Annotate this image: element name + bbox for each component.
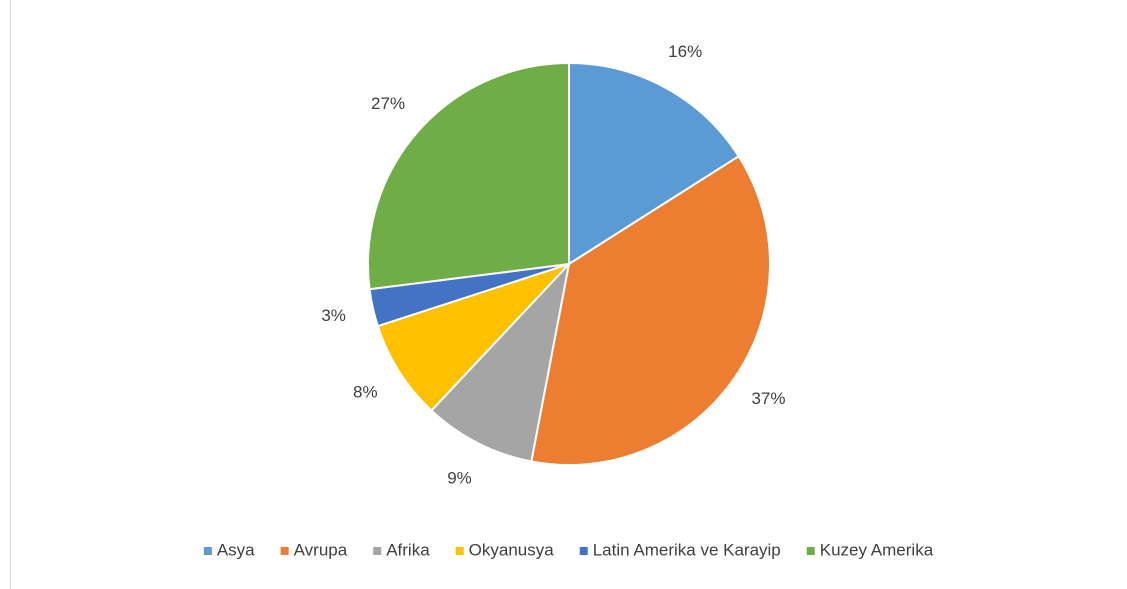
pie-slice: [376, 263, 570, 412]
legend-swatch: [373, 547, 382, 555]
data-label: 8%: [353, 383, 378, 402]
data-label: 9%: [447, 468, 472, 487]
pie: 16% 37% 9% 8% 3% 27%: [321, 42, 785, 487]
legend-swatch: [203, 547, 212, 555]
data-label: 27%: [371, 94, 405, 113]
legend-swatch: [280, 547, 289, 555]
legend-label: Asya: [217, 540, 255, 559]
legend-swatch: [579, 547, 588, 555]
legend-label: Okyanusya: [469, 540, 555, 559]
legend-swatch: [806, 547, 815, 555]
pie-slice: [429, 260, 571, 463]
data-label: 16%: [668, 42, 702, 61]
legend-label: Latin Amerika ve Karayip: [593, 540, 781, 559]
data-label: 37%: [751, 389, 785, 408]
legend-label: Afrika: [386, 540, 430, 559]
legend-label: Avrupa: [294, 540, 348, 559]
pie-slice: [568, 61, 741, 266]
pie-slice: [367, 61, 570, 291]
data-label: 3%: [321, 306, 346, 325]
pie-slice: [530, 154, 771, 466]
legend: Asya Avrupa Afrika Okyanusya Latin Amerika v…: [203, 540, 934, 559]
legend-swatch: [455, 547, 464, 555]
legend-label: Kuzey Amerika: [820, 540, 934, 559]
